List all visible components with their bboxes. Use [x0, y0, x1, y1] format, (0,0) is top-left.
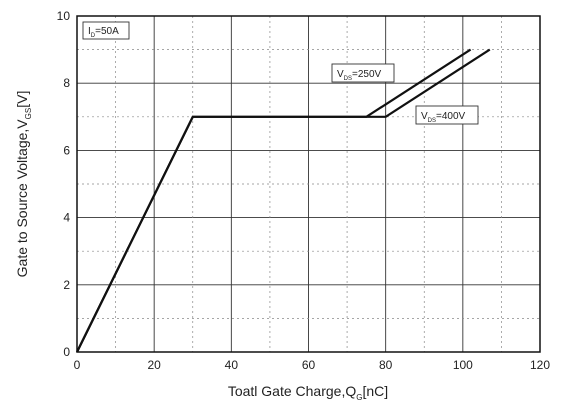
y-tick-label: 2 [63, 278, 70, 292]
annotation-vds-400v-text: VDS=400V [421, 111, 466, 124]
series-line-vds-400v [76, 48, 491, 353]
y-tick-label: 10 [57, 9, 71, 23]
annotation-vds-250v-box [331, 63, 395, 83]
annotation-vds-250v: VDS=250V [331, 63, 395, 83]
x-tick-label: 100 [453, 358, 473, 372]
tick-labels: 0 20 40 60 80 100 120 0 2 4 6 8 10 [57, 9, 551, 372]
x-tick-label: 120 [530, 358, 550, 372]
y-tick-label: 6 [63, 143, 70, 157]
x-tick-label: 40 [225, 358, 239, 372]
plot-frame [76, 15, 541, 353]
series-line-vds-250v [76, 48, 472, 353]
annotation-id-text: ID=50A [88, 26, 119, 39]
x-tick-label: 0 [74, 358, 81, 372]
x-tick-label: 60 [302, 358, 316, 372]
x-axis-title: Toatl Gate Charge,QG[nC] [228, 383, 388, 402]
y-tick-label: 0 [63, 345, 70, 359]
annotation-id: ID=50A [82, 21, 130, 40]
series-lines [76, 48, 491, 353]
grid-lines [77, 16, 540, 352]
annotation-vds-400v: VDS=400V [415, 105, 479, 125]
annotations: ID=50A VDS=250V VDS=400V [82, 21, 479, 125]
x-tick-label: 80 [379, 358, 393, 372]
annotation-vds-400v-box [415, 105, 479, 125]
annotation-id-box [82, 21, 130, 40]
annotation-vds-250v-text: VDS=250V [337, 69, 382, 82]
y-tick-label: 8 [63, 76, 70, 90]
y-axis-title: Gate to Source Voltage,VGS[V] [14, 91, 33, 278]
x-tick-label: 20 [147, 358, 161, 372]
y-tick-label: 4 [63, 211, 70, 225]
